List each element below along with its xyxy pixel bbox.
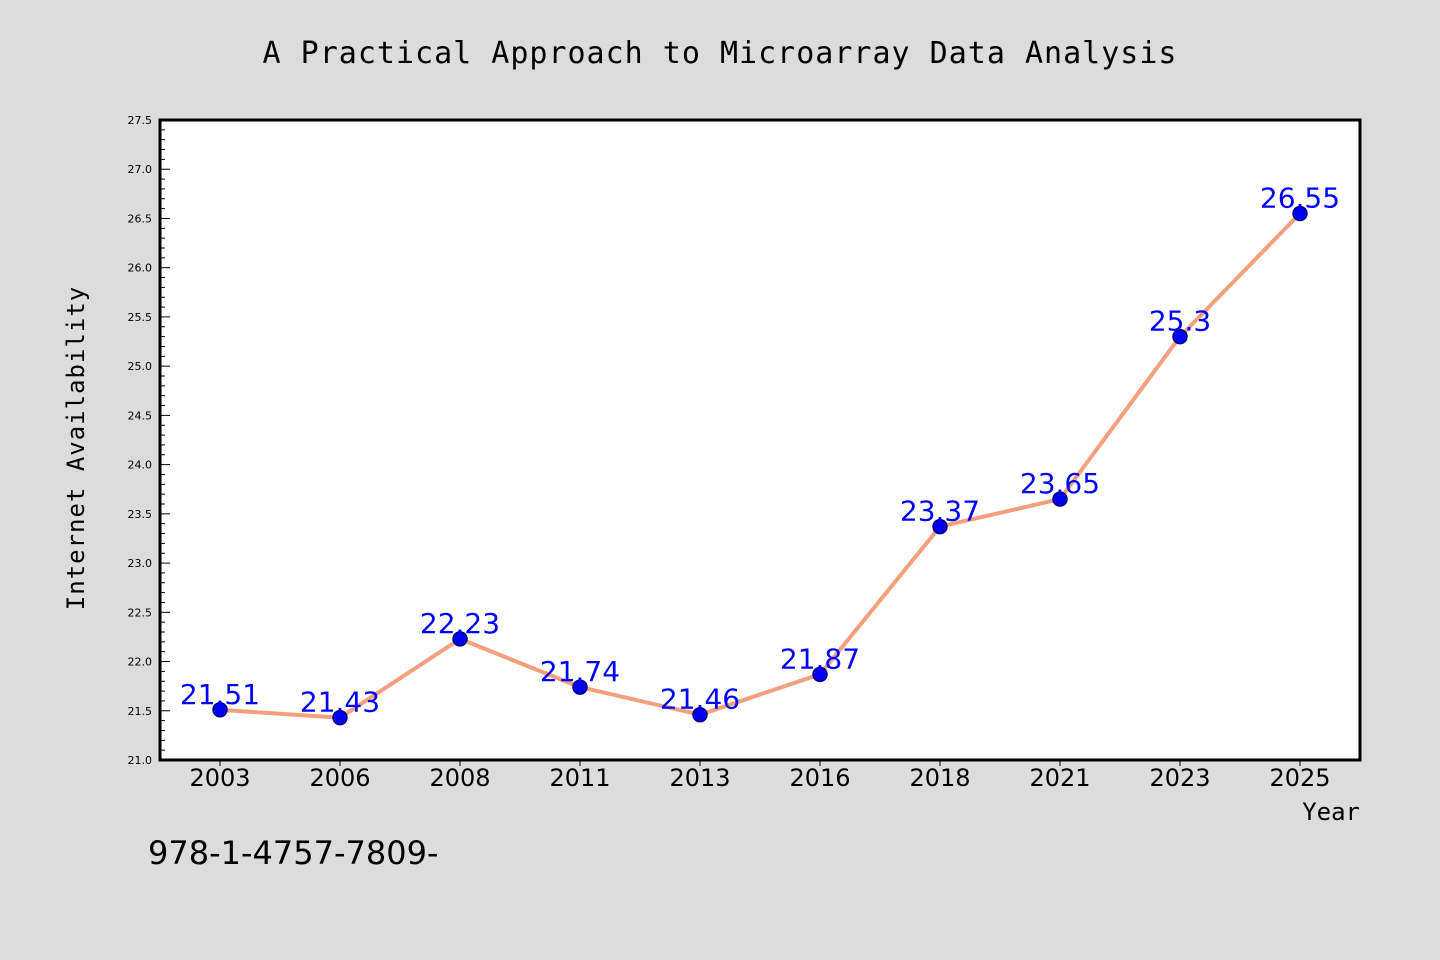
series-line bbox=[218, 211, 1302, 720]
x-tick-label: 2008 bbox=[429, 764, 490, 792]
data-label: 25.3 bbox=[1149, 305, 1211, 338]
y-tick-label: 24.0 bbox=[128, 459, 153, 472]
data-point-marker bbox=[1292, 205, 1308, 222]
x-axis-label: Year bbox=[1302, 798, 1360, 826]
plot-area bbox=[160, 120, 1360, 760]
data-point-marker bbox=[812, 666, 828, 683]
y-tick-label: 21.5 bbox=[128, 705, 153, 718]
data-label: 23.65 bbox=[1020, 467, 1100, 500]
x-axis-tick-labels: 2003 2006 2008 2011 2013 2016 2018 2021 2023 2025 bbox=[189, 764, 1330, 792]
x-tick-label: 2006 bbox=[309, 764, 370, 792]
x-tick-label: 2013 bbox=[669, 764, 730, 792]
data-label: 23.37 bbox=[900, 495, 980, 528]
y-tick-label: 24.5 bbox=[128, 409, 153, 422]
x-tick-label: 2011 bbox=[549, 764, 610, 792]
x-tick-label: 2018 bbox=[909, 764, 970, 792]
data-label: 26.55 bbox=[1260, 182, 1340, 215]
series-markers bbox=[212, 205, 1308, 726]
y-tick-label: 22.5 bbox=[128, 606, 153, 619]
data-point-marker bbox=[452, 631, 468, 647]
data-point-marker bbox=[1052, 491, 1068, 507]
y-tick-label: 23.0 bbox=[128, 557, 153, 570]
data-label: 21.74 bbox=[540, 655, 620, 688]
data-point-marker bbox=[572, 679, 588, 695]
x-tick-label: 2023 bbox=[1149, 764, 1210, 792]
y-tick-label: 25.0 bbox=[128, 360, 153, 373]
x-tick-label: 2025 bbox=[1269, 764, 1330, 792]
y-tick-label: 27.5 bbox=[128, 114, 153, 127]
chart-title: A Practical Approach to Microarray Data … bbox=[263, 36, 1178, 71]
y-axis-tick-labels: 21.0 21.5 22.0 22.5 23.0 23.5 24.0 24.5 25.0 25.5… bbox=[128, 114, 153, 767]
data-labels: 21.51 21.43 22.23 21.74 21.46 21.87 23.37 23.65… bbox=[180, 182, 1340, 719]
plot-frame bbox=[158, 118, 1362, 762]
y-axis-label: Internet Availability bbox=[62, 286, 90, 610]
data-point-marker bbox=[1172, 328, 1188, 345]
y-tick-label: 25.5 bbox=[128, 311, 153, 324]
data-point-marker bbox=[692, 706, 708, 723]
data-label: 21.46 bbox=[660, 683, 740, 716]
x-tick-label: 2016 bbox=[789, 764, 850, 792]
data-point-marker bbox=[932, 518, 948, 535]
x-tick-label: 2003 bbox=[189, 764, 250, 792]
y-tick-label: 26.5 bbox=[128, 212, 153, 225]
y-tick-label: 27.0 bbox=[128, 163, 153, 176]
y-tick-label: 22.0 bbox=[128, 656, 153, 669]
data-label: 21.87 bbox=[780, 642, 860, 675]
data-label: 21.43 bbox=[300, 686, 380, 719]
x-tick-label: 2021 bbox=[1029, 764, 1090, 792]
y-tick-label: 21.0 bbox=[128, 754, 153, 767]
data-point-marker bbox=[212, 702, 228, 718]
data-point-marker bbox=[332, 709, 348, 726]
data-label: 22.23 bbox=[420, 607, 500, 640]
data-label: 21.51 bbox=[180, 678, 260, 711]
isbn-footer-text: 978-1-4757-7809- bbox=[148, 834, 439, 872]
y-tick-label: 23.5 bbox=[128, 508, 153, 521]
y-tick-label: 26.0 bbox=[128, 262, 153, 275]
